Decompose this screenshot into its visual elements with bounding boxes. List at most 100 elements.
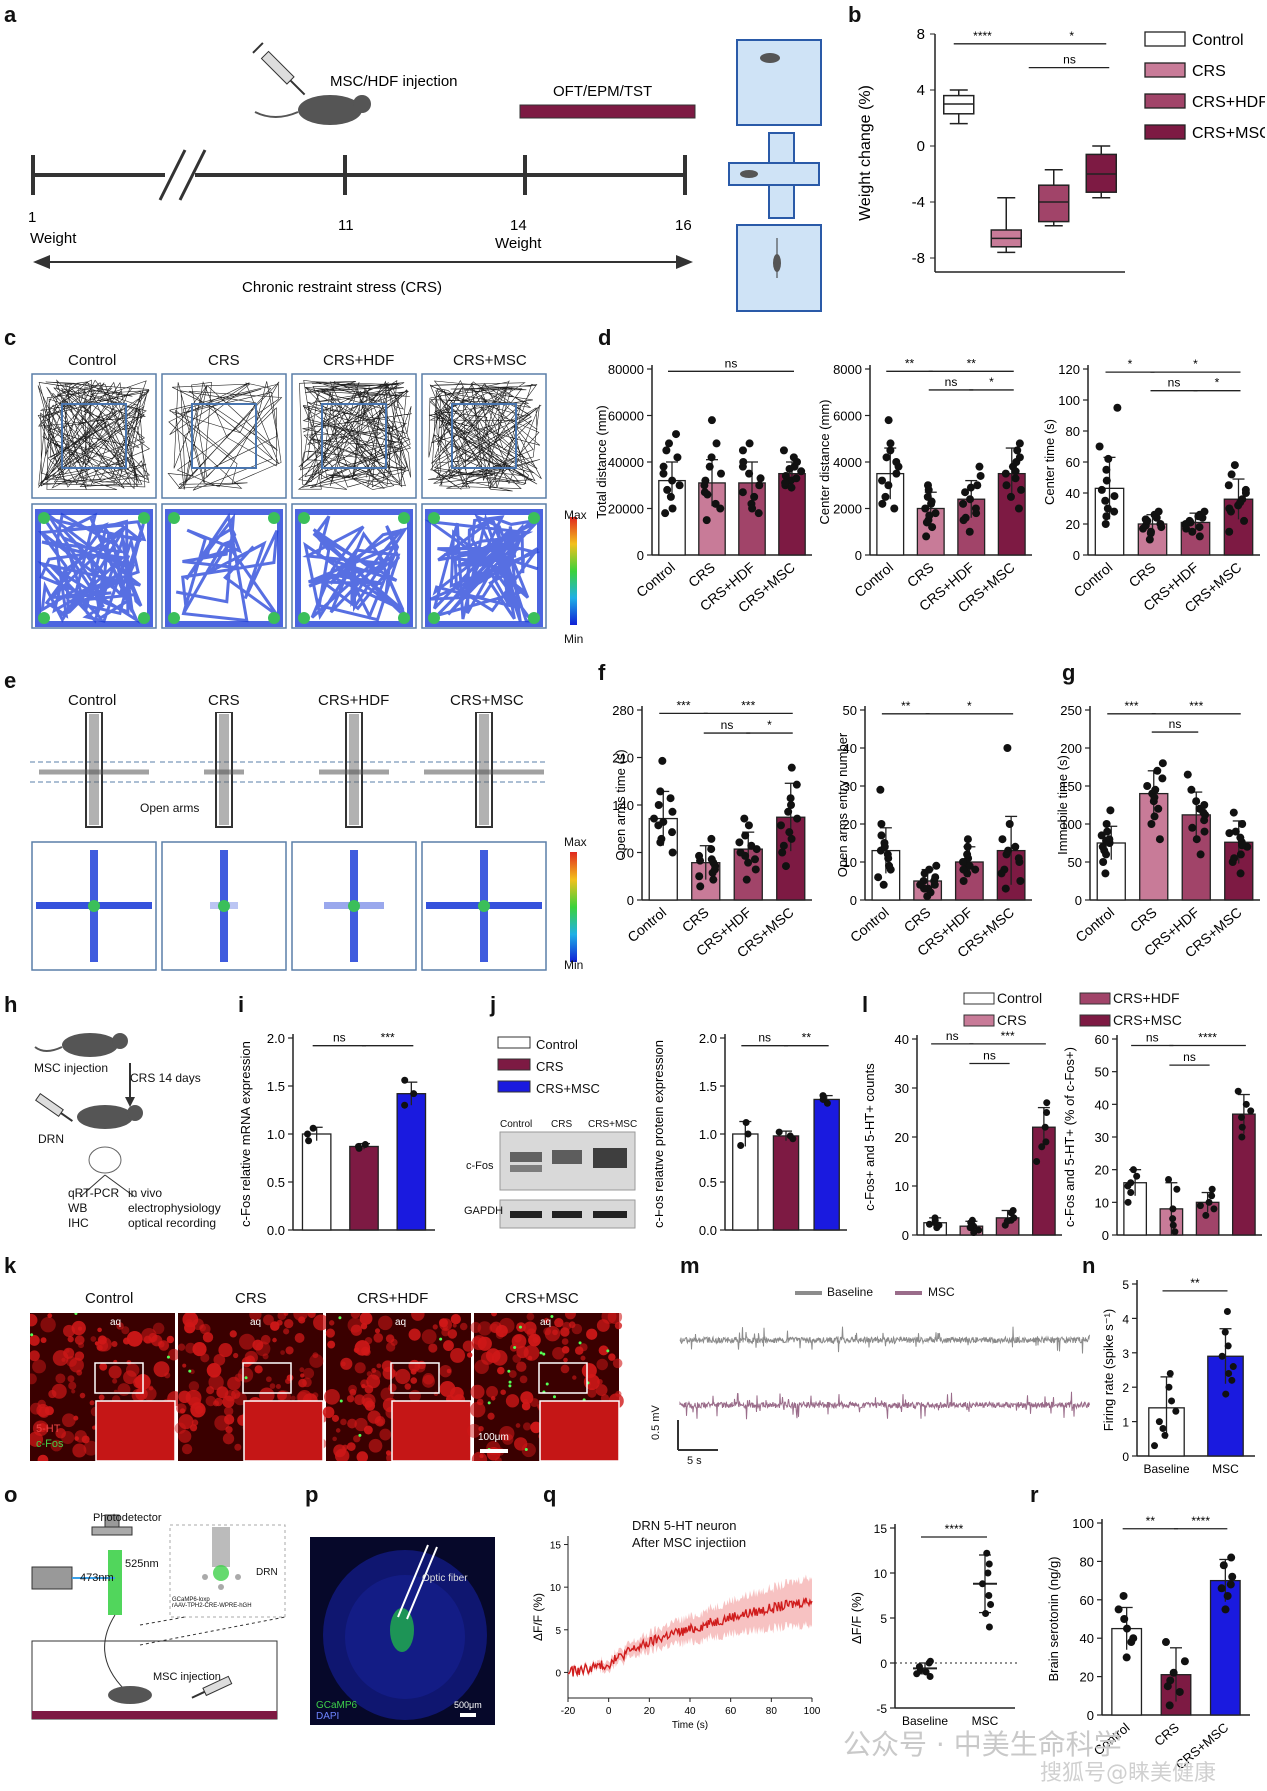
data-point — [1200, 801, 1209, 809]
serotonin-cell — [596, 1319, 610, 1332]
significance-label: * — [1069, 29, 1074, 43]
serotonin-cell — [522, 1422, 532, 1431]
serotonin-cell — [447, 1329, 458, 1339]
data-point — [1119, 1591, 1128, 1600]
j-col-0: Control — [500, 1119, 533, 1130]
bar — [957, 498, 986, 556]
movement-trace — [167, 381, 283, 491]
significance-label: * — [989, 375, 994, 389]
data-point — [966, 495, 975, 504]
data-point — [1242, 1100, 1250, 1108]
data-point — [1223, 1591, 1232, 1600]
data-point — [748, 504, 757, 513]
serotonin-cell — [552, 1346, 565, 1360]
data-point — [890, 504, 899, 513]
data-point — [1199, 808, 1208, 817]
serotonin-cell — [255, 1341, 271, 1357]
p-dapi: DAPI — [316, 1711, 340, 1722]
data-point — [1011, 467, 1020, 476]
m-baseline-label: Baseline — [827, 1285, 874, 1299]
movement-trace — [297, 379, 412, 490]
serotonin-cell — [514, 1437, 528, 1451]
data-point — [1154, 507, 1163, 516]
serotonin-cell — [254, 1365, 263, 1374]
data-point — [1133, 1172, 1141, 1180]
cfos-cell — [542, 1352, 546, 1356]
serotonin-cell — [225, 1426, 233, 1434]
data-point — [700, 488, 709, 497]
data-point — [928, 523, 937, 532]
y-tick-label: 30 — [843, 779, 857, 794]
legend-swatch-control — [497, 1036, 531, 1049]
k-header-msc: CRS+MSC — [505, 1290, 579, 1307]
center-zone — [321, 403, 387, 469]
serotonin-cell — [223, 1406, 234, 1416]
data-point — [880, 842, 889, 851]
data-point — [1192, 797, 1201, 806]
serotonin-cell — [63, 1347, 75, 1359]
x-tick-label: Baseline — [1143, 1462, 1189, 1476]
serotonin-cell — [111, 1341, 118, 1347]
serotonin-cell — [480, 1351, 495, 1365]
data-point — [1041, 1123, 1049, 1131]
data-point — [1225, 1369, 1233, 1377]
center-zone — [191, 403, 257, 469]
serotonin-cell — [478, 1425, 484, 1432]
serotonin-cell — [74, 1436, 79, 1441]
serotonin-cell — [181, 1443, 193, 1455]
serotonin-cell — [432, 1324, 438, 1330]
data-point — [1231, 827, 1240, 836]
significance-label: ns — [1183, 1050, 1196, 1064]
p-gcamp: GCaMP6 — [316, 1700, 358, 1711]
serotonin-cell — [327, 1340, 336, 1349]
cfos-cell — [507, 1369, 511, 1373]
x-tick-label: 60 — [725, 1706, 737, 1717]
data-point — [668, 476, 677, 485]
chart-l1: 0 10 20 30 40 c-Fos+ and 5-HT+ counts ns *** ns — [862, 1029, 1062, 1243]
center-zone — [61, 403, 127, 469]
serotonin-cell — [125, 1363, 140, 1377]
y-tick-label: 0.5 — [267, 1175, 285, 1190]
serotonin-cell — [121, 1326, 130, 1335]
serotonin-cell — [208, 1374, 224, 1390]
data-point — [755, 481, 764, 490]
data-point — [1208, 1185, 1216, 1193]
y-tick-label: 30 — [1095, 1130, 1109, 1145]
data-point — [663, 485, 672, 494]
data-point — [1113, 403, 1122, 412]
y-tick-label: -4 — [912, 194, 925, 211]
data-point — [884, 416, 893, 425]
serotonin-cell — [206, 1386, 215, 1395]
serotonin-cell — [446, 1368, 452, 1374]
l-legend-control: Control — [997, 990, 1043, 1006]
serotonin-cell — [422, 1373, 435, 1385]
serotonin-cell — [442, 1324, 448, 1330]
cfos-cell — [552, 1395, 556, 1399]
watermark-1: 公众号 · 中美生命科学 — [843, 1728, 1122, 1761]
legend-swatch-msc — [1079, 1014, 1111, 1027]
serotonin-cell — [185, 1389, 202, 1406]
x-tick-label: 0 — [606, 1706, 612, 1717]
hotspot — [528, 612, 540, 624]
y-axis-label: c-Fos+ and 5-HT+ counts — [862, 1063, 877, 1211]
data-point — [1043, 1099, 1051, 1107]
serotonin-cell — [47, 1313, 53, 1319]
y-tick-label: 280 — [612, 703, 634, 718]
data-point — [797, 467, 806, 476]
serotonin-cell — [491, 1313, 497, 1317]
data-point — [1228, 1376, 1236, 1384]
serotonin-cell — [530, 1421, 542, 1434]
serotonin-cell — [340, 1418, 347, 1426]
serotonin-cell — [30, 1402, 42, 1415]
significance-label: * — [1128, 357, 1133, 371]
data-point — [410, 1090, 418, 1098]
significance-label: ns — [1063, 53, 1076, 67]
j-blot — [497, 1036, 636, 1229]
p-fiber: Optic fiber — [422, 1573, 468, 1584]
data-point — [793, 814, 802, 823]
data-point — [1123, 1624, 1132, 1633]
serotonin-cell — [259, 1387, 275, 1403]
data-point — [1165, 1383, 1173, 1391]
data-point — [787, 483, 796, 492]
